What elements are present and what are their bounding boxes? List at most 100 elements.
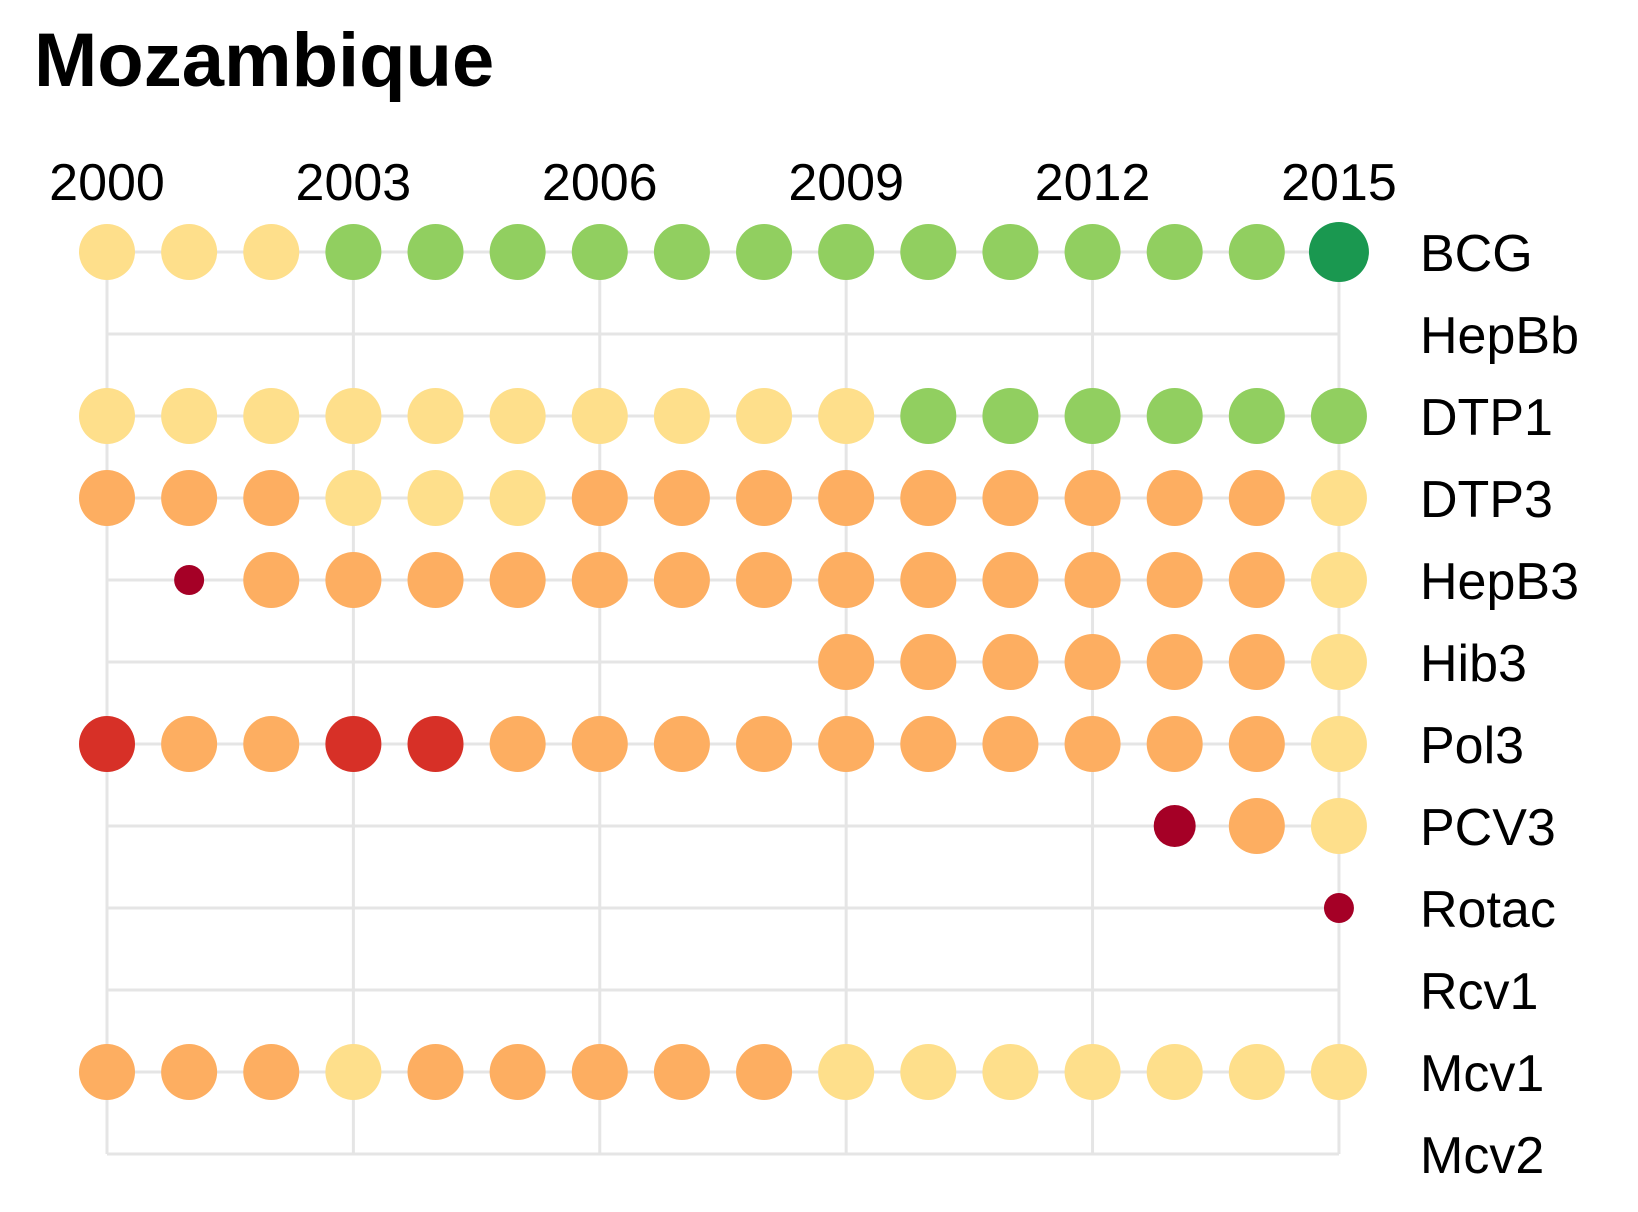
y-axis-labels: BCG HepBb DTP1 DTP3 HepB3 Hib3 Pol3 PCV3 Rotac Rc… — [1420, 225, 1579, 1185]
point-pol3-2002 — [243, 716, 300, 772]
y-label-hib3: Hib3 — [1420, 635, 1527, 693]
point-pol3-2000 — [79, 716, 135, 772]
point-dtp3-2012 — [1064, 470, 1121, 526]
point-dtp1-2002 — [243, 388, 300, 444]
point-hib3-2009 — [818, 634, 875, 690]
y-label-dtp1: DTP1 — [1420, 389, 1553, 447]
point-bcg-2005 — [489, 224, 546, 280]
point-hepb3-2013 — [1146, 552, 1203, 608]
point-pol3-2004 — [407, 716, 464, 772]
point-dtp1-2003 — [325, 388, 382, 444]
point-pol3-2014 — [1228, 716, 1285, 772]
point-bcg-2011 — [982, 224, 1039, 280]
point-bcg-2007 — [653, 224, 710, 280]
point-hib3-2014 — [1228, 634, 1285, 690]
point-pcv3-2015 — [1310, 798, 1367, 854]
y-label-hepb3: HepB3 — [1420, 553, 1579, 611]
point-dtp3-2008 — [736, 470, 793, 526]
point-dtp3-2009 — [818, 470, 875, 526]
point-mcv1-2010 — [900, 1044, 957, 1100]
point-dtp3-2002 — [243, 470, 300, 526]
point-pol3-2015 — [1310, 716, 1367, 772]
y-label-mcv2: Mcv2 — [1420, 1127, 1544, 1185]
point-hepb3-2004 — [407, 552, 464, 608]
point-mcv1-2013 — [1146, 1044, 1203, 1100]
x-axis-ticks: 2000 2003 2006 2009 2012 2015 — [49, 154, 1397, 212]
point-pol3-2003 — [325, 716, 382, 772]
point-hib3-2013 — [1146, 634, 1203, 690]
point-pol3-2012 — [1064, 716, 1121, 772]
point-mcv1-2007 — [653, 1044, 710, 1100]
y-label-rcv1: Rcv1 — [1420, 963, 1538, 1021]
point-dtp3-2014 — [1228, 470, 1285, 526]
y-label-rotac: Rotac — [1420, 881, 1556, 939]
point-dtp1-2004 — [407, 388, 464, 444]
point-dtp3-2006 — [571, 470, 628, 526]
point-dtp1-2008 — [736, 388, 793, 444]
point-dtp1-2015 — [1310, 388, 1367, 444]
point-dtp3-2000 — [79, 470, 135, 526]
point-hepb3-2002 — [243, 552, 300, 608]
point-hib3-2015 — [1310, 634, 1367, 690]
x-tick-2006: 2006 — [542, 154, 658, 212]
point-bcg-2012 — [1064, 224, 1121, 280]
y-label-bcg: BCG — [1420, 225, 1533, 283]
y-label-mcv1: Mcv1 — [1420, 1045, 1544, 1103]
point-dtp3-2007 — [653, 470, 710, 526]
point-hepb3-2015 — [1310, 552, 1367, 608]
point-hepb3-2005 — [489, 552, 546, 608]
point-hepb3-2008 — [736, 552, 793, 608]
point-mcv1-2004 — [407, 1044, 464, 1100]
point-dtp3-2005 — [489, 470, 546, 526]
point-bcg-2003 — [325, 224, 382, 280]
grid — [105, 250, 1341, 1156]
point-dtp3-2013 — [1146, 470, 1203, 526]
point-dtp1-2014 — [1228, 388, 1285, 444]
point-hepb3-2012 — [1064, 552, 1121, 608]
x-tick-2015: 2015 — [1281, 154, 1397, 212]
point-pol3-2013 — [1146, 716, 1203, 772]
point-dtp3-2015 — [1310, 470, 1367, 526]
point-hepb3-2006 — [571, 552, 628, 608]
point-bcg-2002 — [243, 224, 300, 280]
point-bcg-2006 — [571, 224, 628, 280]
point-mcv1-2003 — [325, 1044, 382, 1100]
point-bcg-2010 — [900, 224, 957, 280]
point-hib3-2010 — [900, 634, 957, 690]
point-mcv1-2012 — [1064, 1044, 1121, 1100]
point-hepb3-2009 — [818, 552, 875, 608]
point-mcv1-2000 — [79, 1044, 135, 1100]
point-dtp1-2013 — [1146, 388, 1203, 444]
point-dtp3-2011 — [982, 470, 1039, 526]
point-dtp1-2010 — [900, 388, 957, 444]
x-tick-2009: 2009 — [788, 154, 904, 212]
chart-title: Mozambique — [34, 18, 494, 103]
point-rotac-2015 — [1323, 893, 1354, 923]
y-label-pcv3: PCV3 — [1420, 799, 1556, 857]
point-dtp1-2009 — [818, 388, 875, 444]
point-dtp3-2010 — [900, 470, 957, 526]
point-mcv1-2008 — [736, 1044, 793, 1100]
point-pcv3-2013 — [1153, 805, 1196, 847]
point-bcg-2015 — [1308, 222, 1369, 282]
point-bcg-2014 — [1228, 224, 1285, 280]
point-bcg-2008 — [736, 224, 793, 280]
y-label-hepbb: HepBb — [1420, 307, 1579, 365]
point-hepb3-2010 — [900, 552, 957, 608]
point-dtp1-2006 — [571, 388, 628, 444]
point-dtp1-2007 — [653, 388, 710, 444]
point-hepb3-2001 — [174, 565, 205, 595]
point-hepb3-2007 — [653, 552, 710, 608]
point-hib3-2012 — [1064, 634, 1121, 690]
point-dtp1-2011 — [982, 388, 1039, 444]
point-dtp3-2004 — [407, 470, 464, 526]
point-hepb3-2003 — [325, 552, 382, 608]
point-dtp1-2001 — [161, 388, 218, 444]
point-pcv3-2014 — [1228, 798, 1285, 854]
point-mcv1-2015 — [1310, 1044, 1367, 1100]
point-mcv1-2001 — [161, 1044, 218, 1100]
point-bcg-2000 — [79, 224, 135, 280]
point-hepb3-2014 — [1228, 552, 1285, 608]
point-hepb3-2011 — [982, 552, 1039, 608]
